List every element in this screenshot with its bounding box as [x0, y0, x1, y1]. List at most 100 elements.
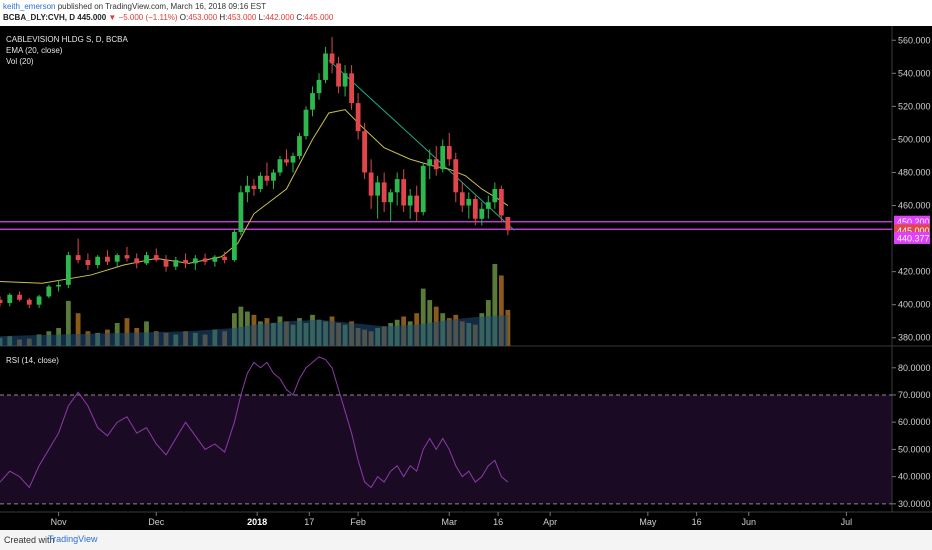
candle-body [329, 53, 335, 64]
price-tick-label: 420.000 [898, 267, 931, 277]
candle-body [271, 172, 276, 181]
candle-body [505, 217, 511, 231]
candle-body [407, 195, 413, 206]
candle-layer [0, 36, 511, 308]
candle-body [183, 260, 188, 264]
candle-body [336, 63, 341, 87]
date-tick-label: Nov [51, 517, 68, 527]
publisher-link[interactable]: keith_emerson [3, 2, 56, 11]
low-label: L: [258, 13, 266, 22]
price-tick-label: 480.000 [898, 167, 931, 177]
candle-body [36, 296, 42, 305]
candle-body [134, 258, 140, 264]
date-tick-label: Jun [742, 517, 757, 527]
tradingview-logo-link[interactable]: TradingView [48, 534, 98, 544]
candle-body [7, 294, 13, 304]
rsi-tick-label: 70.0000 [898, 390, 931, 400]
candle-body [394, 179, 400, 193]
candle-body [75, 255, 81, 261]
candle-body [85, 260, 91, 266]
candle-body [381, 182, 387, 203]
candle-body [492, 189, 498, 203]
rsi-tick-label: 60.0000 [898, 417, 931, 427]
price-label-text: 440.377 [897, 233, 930, 243]
candle-body [17, 294, 22, 300]
candle-body [420, 165, 426, 213]
volume-bar [420, 288, 426, 346]
legend-ema: EMA (20, close) [6, 46, 63, 55]
candle-body [368, 172, 374, 196]
candle-body [375, 182, 381, 196]
date-tick-label: Feb [350, 517, 366, 527]
legend: CABLEVISION HLDG S, D, BCBA EMA (20, clo… [6, 35, 128, 365]
candle-body [446, 146, 452, 160]
rsi-tick-label: 50.0000 [898, 444, 931, 454]
price-tick-label: 540.000 [898, 68, 931, 78]
date-tick-label: 16 [493, 517, 503, 527]
volume-bar [124, 318, 130, 346]
candle-body [472, 198, 478, 219]
candle-body [202, 258, 208, 262]
candle-body [459, 192, 465, 206]
candle-body [355, 103, 361, 132]
price-tick-label: 520.000 [898, 101, 931, 111]
candle-body [46, 286, 52, 297]
rsi-tick-label: 40.0000 [898, 472, 931, 482]
candle-body [342, 73, 348, 87]
low-value: 442.000 [265, 13, 295, 22]
chart-header: keith_emerson published on TradingView.c… [0, 0, 932, 26]
volume-ma-area [0, 314, 508, 346]
price-tick-label: 500.000 [898, 134, 931, 144]
candle-body [251, 185, 257, 189]
candle-body [65, 255, 71, 285]
candle-body [466, 198, 472, 206]
candle-body [231, 231, 237, 261]
candle-body [362, 131, 368, 173]
close-label: C: [296, 13, 305, 22]
high-label: H: [219, 13, 228, 22]
close-value: 445.000 [304, 13, 334, 22]
volume-layer [0, 264, 511, 346]
chart-canvas[interactable]: 560.000 540.000 520.000 500.000 480.000 460.0… [0, 26, 932, 530]
candle-body [498, 189, 504, 216]
footer: Created with TradingView [0, 530, 932, 550]
price-label-text: 445.000 [897, 226, 930, 236]
volume-bar [65, 300, 71, 346]
candle-body [245, 185, 250, 193]
rsi-band [0, 394, 892, 504]
candle-body [264, 175, 270, 181]
candle-body [479, 208, 485, 219]
candle-body [323, 53, 328, 80]
candle-body [238, 192, 244, 232]
volume-bar [498, 275, 504, 346]
candle-body [349, 73, 354, 104]
created-with-text: Created with [4, 535, 55, 545]
price-label-text: 450.200 [897, 217, 930, 227]
candle-body [310, 93, 315, 110]
candle-body [105, 256, 110, 262]
candle-body [222, 256, 228, 261]
candle-body [26, 299, 32, 305]
price-tick-label: 560.000 [898, 35, 931, 45]
legend-vol: Vol (20) [6, 57, 34, 66]
volume-bar [75, 313, 81, 346]
ohlc-readout: BCBA_DLY:CVH, D 445.000 ▼ −5.000 (−1.11%… [3, 13, 333, 22]
price-label-box [894, 231, 930, 244]
candle-body [56, 284, 61, 287]
date-tick-label: 17 [304, 517, 314, 527]
date-tick-label: Dec [148, 517, 165, 527]
price-tick-label: 400.000 [898, 300, 931, 310]
candle-body [303, 109, 309, 137]
symbol-label[interactable]: BCBA_DLY:CVH, D [3, 13, 76, 22]
candle-body [297, 136, 302, 156]
high-value: 453.000 [227, 13, 257, 22]
date-tick-label: Apr [543, 517, 557, 527]
candle-body [173, 260, 179, 267]
volume-bar [492, 264, 498, 346]
candle-body [114, 255, 120, 262]
candle-body [453, 159, 459, 193]
candle-body [290, 155, 296, 163]
rsi-line [0, 356, 509, 489]
date-tick-label: Jul [841, 517, 853, 527]
candle-body [433, 159, 439, 170]
